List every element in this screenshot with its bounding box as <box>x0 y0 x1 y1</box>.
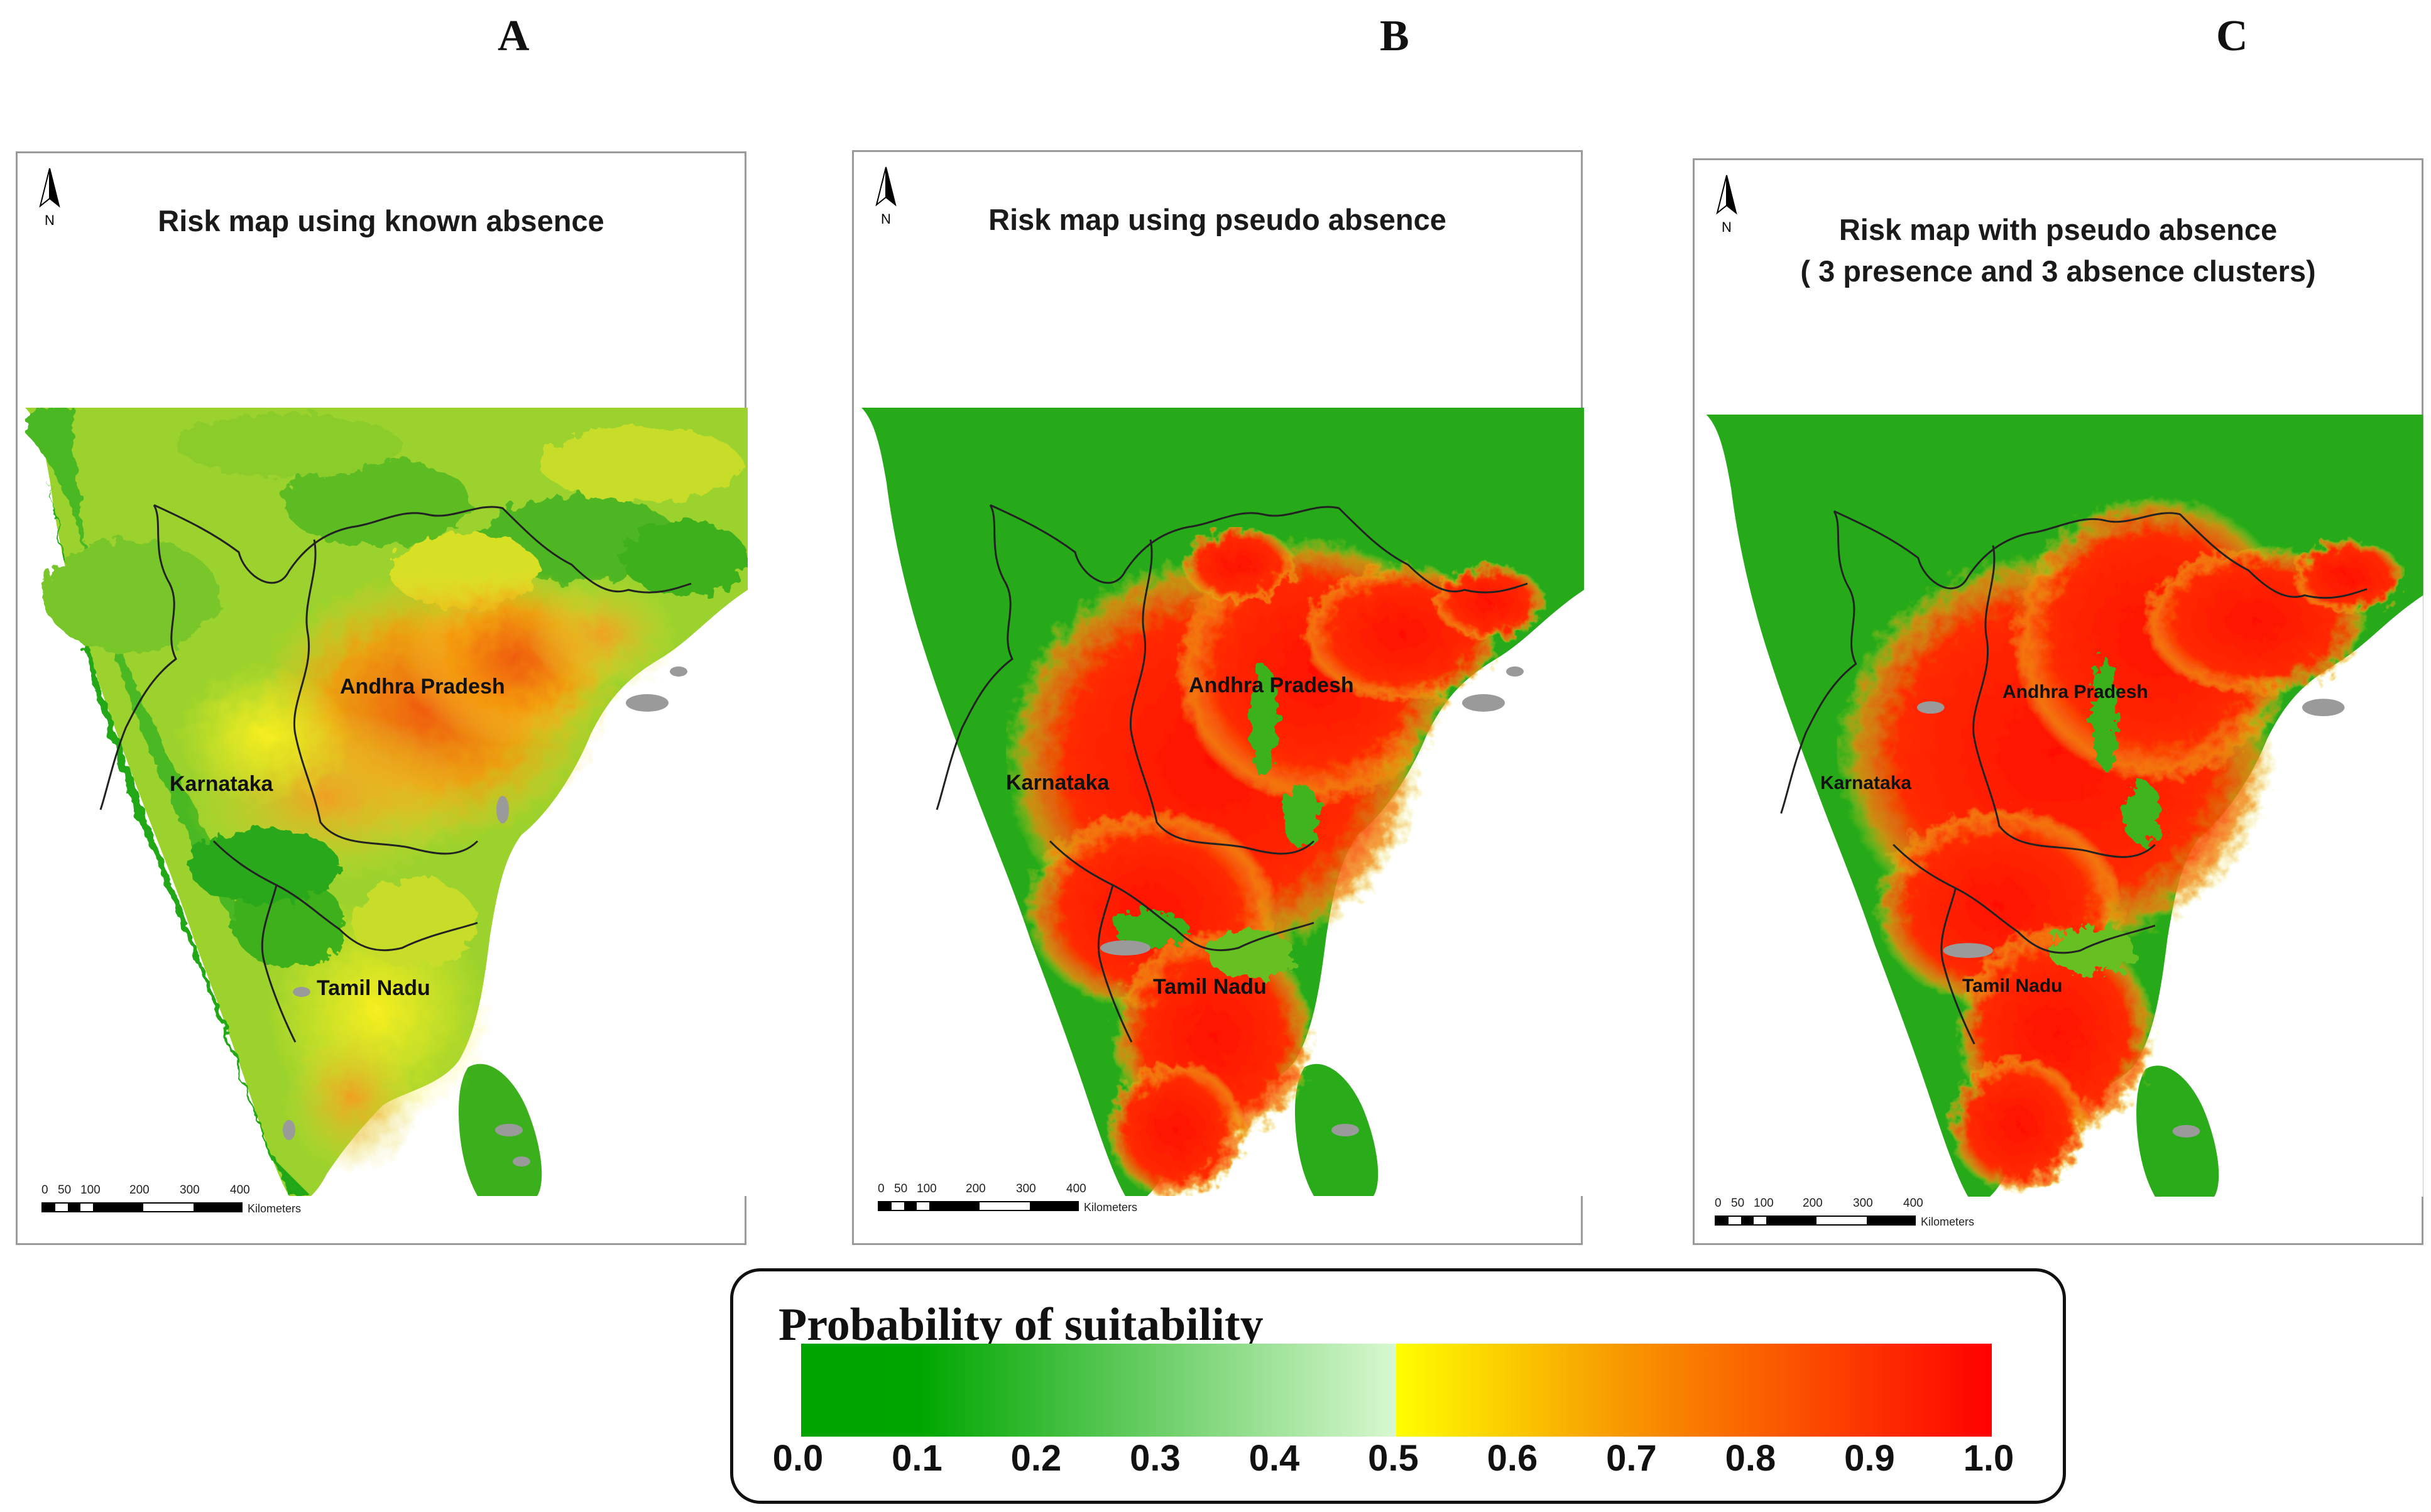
legend-box: Probability of suitability <box>730 1268 2066 1504</box>
scale-tick: 0 <box>1715 1197 1722 1210</box>
region-label-andhra-pradesh: Andhra Pradesh <box>1189 673 1354 697</box>
state-borders <box>936 504 1528 1043</box>
scale-tick: 400 <box>230 1183 250 1197</box>
north-label: N <box>881 211 891 227</box>
map-panel-a: N Risk map using known absence <box>16 151 748 1245</box>
scale-bar-a: 0 50 100 200 300 400 Kilometers <box>41 1183 331 1234</box>
map-title-line: Risk map with pseudo absence <box>1838 213 2278 246</box>
legend-tick-label: 0.4 <box>1248 1438 1300 1479</box>
scale-tick: 400 <box>1066 1182 1086 1195</box>
scale-tick: 50 <box>58 1183 72 1197</box>
scale-bar-graphic <box>878 1201 1079 1211</box>
region-label-karnataka: Karnataka <box>1006 771 1110 795</box>
legend-tick-label: 0.7 <box>1606 1438 1657 1479</box>
map-panel-c: N Risk map with pseudo absence ( 3 prese… <box>1693 158 2423 1245</box>
scale-tick: 100 <box>1754 1197 1774 1210</box>
risk-map-b <box>861 408 1584 1196</box>
north-label: N <box>45 212 55 228</box>
legend-tick-label: 0.9 <box>1844 1438 1895 1479</box>
map-title-c: Risk map with pseudo absence ( 3 presenc… <box>1695 209 2422 292</box>
map-title-line: Risk map using known absence <box>158 204 604 237</box>
scale-unit: Kilometers <box>1084 1201 1138 1214</box>
north-arrow-icon: N <box>875 166 897 227</box>
scale-unit: Kilometers <box>248 1202 302 1215</box>
scale-tick: 200 <box>129 1183 150 1197</box>
legend-tick-label: 0.2 <box>1010 1438 1062 1479</box>
scale-tick: 200 <box>1803 1197 1823 1210</box>
legend-ramp-green <box>801 1344 1396 1437</box>
region-label-tamil-nadu: Tamil Nadu <box>317 976 430 1000</box>
water-bodies <box>1916 699 2345 1138</box>
scale-tick: 300 <box>180 1183 200 1197</box>
water-bodies <box>1100 666 1524 1136</box>
region-label-tamil-nadu: Tamil Nadu <box>1153 975 1267 999</box>
scale-bar-c: 0 50 100 200 300 400 Kilometers <box>1715 1197 2004 1247</box>
legend-tick-label: 0.1 <box>892 1438 942 1479</box>
legend-tick-label: 0.3 <box>1130 1438 1181 1479</box>
legend-ramp-warm <box>1396 1344 1992 1437</box>
legend-color-ramp <box>801 1344 1992 1437</box>
risk-map-c <box>1706 415 2423 1197</box>
state-borders <box>99 504 692 1043</box>
legend-tick-label: 0.0 <box>772 1438 824 1479</box>
region-label-karnataka: Karnataka <box>170 772 273 796</box>
north-arrow-icon: N <box>1716 175 1737 235</box>
scale-tick: 50 <box>894 1182 908 1195</box>
state-borders <box>1780 510 2368 1045</box>
legend-tick-label: 0.8 <box>1725 1438 1776 1479</box>
scale-unit: Kilometers <box>1921 1216 1975 1228</box>
legend-tick-label: 0.6 <box>1487 1438 1538 1479</box>
map-title-a: Risk map using known absence <box>18 200 745 242</box>
scale-tick: 100 <box>917 1182 937 1195</box>
scale-tick: 0 <box>878 1182 885 1195</box>
map-title-b: Risk map using pseudo absence <box>854 199 1581 241</box>
scale-tick: 200 <box>966 1182 986 1195</box>
region-label-karnataka: Karnataka <box>1820 773 1912 793</box>
panel-letter-a: A <box>498 12 530 60</box>
panel-letter-c: C <box>2216 12 2248 60</box>
water-bodies <box>283 666 687 1167</box>
legend-tick-label: 0.5 <box>1368 1438 1419 1479</box>
region-label-tamil-nadu: Tamil Nadu <box>1962 976 2063 996</box>
legend-title: Probability of suitability <box>778 1299 1264 1351</box>
north-arrow-icon: N <box>39 168 60 228</box>
legend-tick-label: 1.0 <box>1963 1438 2014 1479</box>
region-label-andhra-pradesh: Andhra Pradesh <box>2002 682 2148 702</box>
panel-letter-b: B <box>1380 12 1409 60</box>
scale-bar-graphic <box>41 1202 243 1212</box>
scale-tick: 100 <box>80 1183 101 1197</box>
risk-map-a <box>25 408 748 1196</box>
scale-tick: 0 <box>41 1183 48 1197</box>
scale-tick: 400 <box>1903 1197 1923 1210</box>
map-title-line: ( 3 presence and 3 absence clusters) <box>1800 254 2316 288</box>
scale-tick: 300 <box>1853 1197 1873 1210</box>
scale-bar-b: 0 50 100 200 300 400 Kilometers <box>878 1182 1167 1232</box>
scale-tick: 300 <box>1016 1182 1036 1195</box>
north-label: N <box>1722 219 1732 235</box>
scale-tick: 50 <box>1731 1197 1745 1210</box>
map-title-line: Risk map using pseudo absence <box>988 203 1446 236</box>
region-label-andhra-pradesh: Andhra Pradesh <box>340 675 505 699</box>
map-panel-b: N Risk map using pseudo absence <box>852 150 1584 1245</box>
scale-bar-graphic <box>1715 1216 1916 1226</box>
